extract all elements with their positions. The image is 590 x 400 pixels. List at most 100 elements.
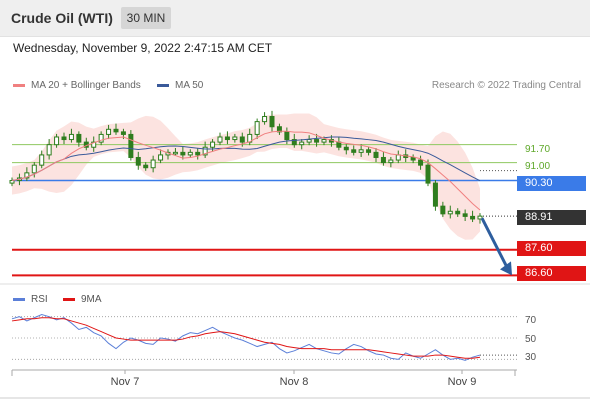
- candle-body: [217, 136, 223, 143]
- candle-body: [343, 146, 349, 151]
- rsi-layer: [11, 314, 517, 376]
- ma20-swatch-icon: [13, 83, 25, 87]
- candle-body: [195, 151, 201, 156]
- candle-body: [24, 172, 30, 179]
- candle-body: [224, 136, 230, 141]
- date-label-nov8: Nov 8: [279, 376, 309, 388]
- candle-body: [388, 159, 394, 164]
- rsi-ma-legend-label: 9MA: [81, 294, 102, 305]
- last-price-tag: 88.91: [517, 210, 586, 225]
- candle-body: [9, 180, 15, 184]
- candle-body: [128, 133, 134, 158]
- candle-body: [54, 136, 60, 146]
- rsi-tick-70: 70: [525, 315, 537, 326]
- header-bar: Crude Oil (WTI) 30 MIN: [0, 0, 590, 37]
- candle-body: [187, 151, 193, 156]
- candle-body: [172, 151, 178, 155]
- forecast-arrow-shaft: [480, 217, 509, 268]
- candle-body: [314, 139, 320, 143]
- candle-body: [68, 133, 74, 141]
- candle-body: [477, 215, 483, 220]
- candle-body: [336, 141, 342, 148]
- copyright-text: Research © 2022 Trading Central: [431, 80, 581, 91]
- candle-body: [321, 139, 327, 143]
- grid-layer: [0, 283, 590, 399]
- candle-body: [120, 131, 126, 135]
- candle-body: [366, 149, 372, 153]
- date-label-nov7: Nov 7: [110, 376, 140, 388]
- candle-body: [39, 154, 45, 166]
- candle-body: [276, 126, 282, 133]
- level-label-r1: 91.00: [525, 161, 551, 172]
- candle-body: [373, 151, 379, 158]
- candle-body: [98, 133, 104, 143]
- legend-ma50: MA 50: [157, 80, 203, 91]
- candle-body: [380, 156, 386, 164]
- candle-body: [232, 136, 238, 141]
- pivot-tag: 90.30: [517, 176, 586, 191]
- candle-body: [425, 164, 431, 184]
- chart-datetime: Wednesday, November 9, 2022 2:47:15 AM C…: [13, 41, 273, 55]
- legend-ma20: MA 20 + Bollinger Bands: [13, 80, 141, 91]
- candle-body: [470, 215, 476, 220]
- candle-body: [395, 154, 401, 161]
- bollinger-band-layer: [12, 113, 480, 240]
- candle-body: [462, 213, 468, 217]
- rsi-legend-label: RSI: [31, 294, 48, 305]
- rsi-legend: RSI: [13, 294, 48, 305]
- date-label-nov9: Nov 9: [447, 376, 477, 388]
- rsi-ma-legend: 9MA: [63, 294, 102, 305]
- candle-body: [262, 115, 268, 123]
- candle-body: [432, 182, 438, 207]
- candle-body: [210, 141, 216, 148]
- support2-tag: 86.60: [517, 266, 586, 281]
- forecast-arrow-layer: [480, 217, 512, 276]
- support1-tag: 87.60: [517, 241, 586, 256]
- candle-body: [76, 133, 82, 143]
- ma50-swatch-icon: [157, 83, 169, 87]
- rsi-line: [11, 314, 481, 361]
- candle-body: [447, 210, 453, 215]
- candle-body: [254, 121, 260, 135]
- candle-body: [351, 149, 357, 153]
- candle-body: [46, 144, 52, 156]
- candle-body: [150, 159, 156, 169]
- level-label-r2: 91.70: [525, 144, 551, 155]
- candle-body: [61, 136, 67, 141]
- rsi-tick-30: 30: [525, 352, 537, 363]
- candle-body: [239, 136, 245, 143]
- candle-body: [158, 154, 164, 161]
- legend-ma50-label: MA 50: [175, 80, 204, 91]
- forecast-arrow-head: [500, 261, 512, 276]
- candle-body: [455, 210, 461, 215]
- rsi-tick-50: 50: [525, 334, 537, 345]
- candle-body: [143, 164, 149, 169]
- candle-body: [106, 128, 112, 135]
- candle-body: [284, 131, 290, 141]
- ma20-line: [11, 130, 481, 211]
- candle-body: [31, 164, 37, 174]
- candle-body: [113, 128, 119, 133]
- candle-body: [269, 115, 275, 128]
- timeframe-badge[interactable]: 30 MIN: [121, 7, 171, 29]
- bollinger-band-fill: [12, 113, 480, 240]
- candle-body: [418, 159, 424, 166]
- candle-body: [410, 156, 416, 161]
- candle-body: [91, 141, 97, 148]
- legend-ma20-label: MA 20 + Bollinger Bands: [31, 80, 141, 91]
- rsi-ma-line: [11, 317, 481, 359]
- candle-body: [202, 146, 208, 156]
- candle-body: [180, 151, 186, 156]
- rsi-swatch-icon: [13, 297, 25, 301]
- candle-body: [358, 149, 364, 153]
- candle-body: [299, 141, 305, 146]
- candle-body: [440, 205, 446, 215]
- moving-averages-layer: [11, 130, 481, 211]
- instrument-title: Crude Oil (WTI): [11, 10, 113, 26]
- ma50-line: [11, 136, 481, 182]
- rsi-ma-swatch-icon: [63, 297, 75, 301]
- candle-body: [135, 156, 141, 166]
- candle-body: [291, 139, 297, 146]
